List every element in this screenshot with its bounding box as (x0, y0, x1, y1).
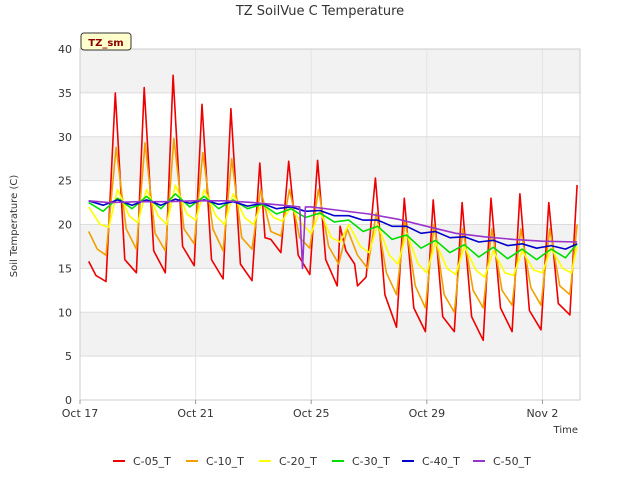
legend-label: C-30_T (352, 455, 390, 468)
y-tick-label: 30 (58, 131, 72, 144)
y-tick-label: 15 (58, 262, 72, 275)
background-band (80, 268, 580, 313)
y-axis-label: Soil Temperature (C) (9, 175, 20, 278)
series-line-c-20-t (88, 184, 578, 278)
y-tick-label: 40 (58, 43, 72, 56)
y-tick-label: 20 (58, 219, 72, 232)
legend-label: C-20_T (279, 455, 317, 468)
x-tick-label: Oct 17 (62, 407, 99, 420)
legend-item: C-20_T (259, 455, 317, 468)
site-label-text: TZ_sm (88, 38, 123, 49)
y-tick-label: 5 (65, 350, 72, 363)
plot-background (80, 49, 580, 400)
legend-item: C-30_T (332, 455, 390, 468)
legend-label: C-40_T (422, 455, 460, 468)
legend: C-05_T C-10_T C-20_T C-30_T C-40_T C-50_T (113, 455, 531, 468)
background-band (80, 356, 580, 400)
y-tick-label: 25 (58, 175, 72, 188)
legend-label: C-10_T (206, 455, 244, 468)
x-tick-label: Nov 2 (526, 407, 558, 420)
y-tick-label: 0 (65, 394, 72, 407)
site-label-box: TZ_sm (80, 32, 132, 51)
background-band (80, 92, 580, 137)
series-line-c-30-t (88, 193, 578, 261)
x-tick-label: Oct 21 (177, 407, 214, 420)
legend-label: C-50_T (493, 455, 531, 468)
background-band (80, 136, 580, 181)
x-tick-label: Oct 29 (409, 407, 446, 420)
legend-label: C-05_T (133, 455, 171, 468)
legend-item: C-40_T (402, 455, 460, 468)
legend-item: C-05_T (113, 455, 171, 468)
x-tick-label: Oct 25 (293, 407, 330, 420)
series-layer (87, 74, 578, 342)
y-axis-ticks: 0 5 10 15 20 25 30 35 40 (58, 43, 72, 407)
background-band (80, 49, 580, 93)
legend-item: C-50_T (473, 455, 531, 468)
series-line-c-05-t (87, 74, 578, 342)
y-tick-label: 35 (58, 87, 72, 100)
background-band (80, 312, 580, 357)
chart-title: TZ SoilVue C Temperature (235, 4, 404, 19)
legend-item: C-10_T (186, 455, 244, 468)
series-line-c-50-t (88, 200, 578, 270)
y-tick-label: 10 (58, 306, 72, 319)
x-axis-ticks: Oct 17 Oct 21 Oct 25 Oct 29 Nov 2 (62, 400, 558, 420)
plot-frame (79, 48, 581, 401)
background-band (80, 180, 580, 225)
series-line-c-10-t (87, 137, 578, 314)
x-axis-label: Time (553, 425, 578, 436)
